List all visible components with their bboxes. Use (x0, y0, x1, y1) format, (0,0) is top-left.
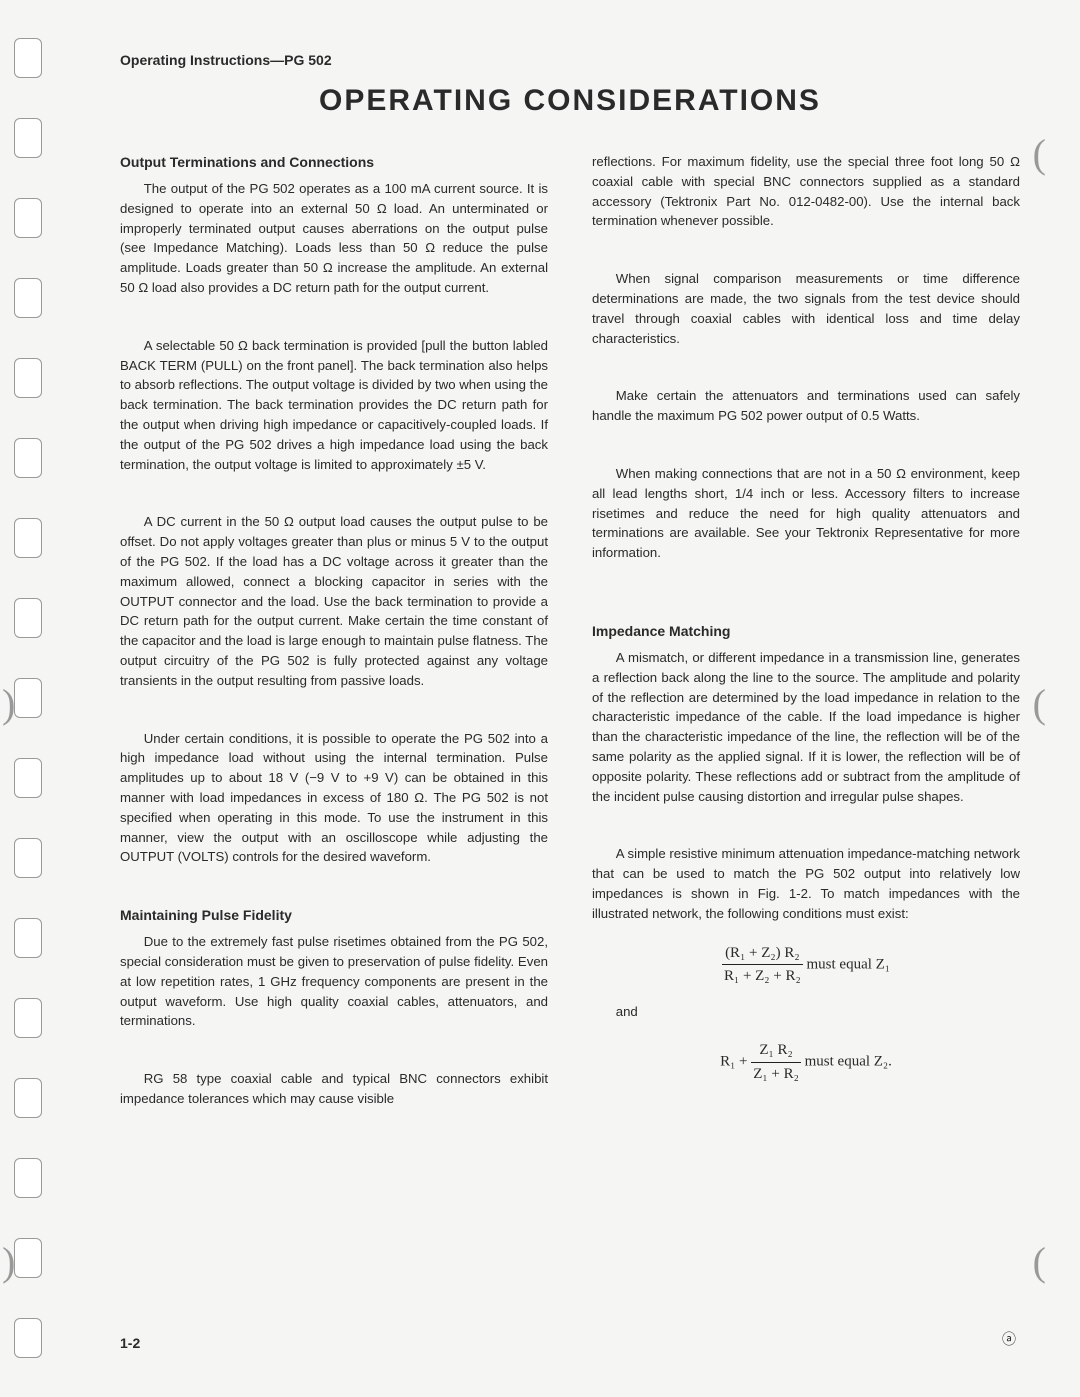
body-paragraph: Make certain the attenuators and termina… (592, 386, 1020, 426)
document-page: Operating Instructions—PG 502 OPERATING … (0, 0, 1080, 1397)
body-paragraph: The output of the PG 502 operates as a 1… (120, 179, 548, 298)
formula-numerator: Z₁ R₂ (751, 1039, 801, 1063)
body-paragraph: Under certain conditions, it is possible… (120, 729, 548, 868)
formula-denominator: R₁ + Z₂ + R₂ (722, 965, 803, 988)
two-column-body: Output Terminations and Connections The … (120, 152, 1020, 1127)
formula-tail: must equal Z₂. (801, 1054, 892, 1070)
formula-tail: must equal Z₁ (803, 956, 890, 972)
running-head: Operating Instructions—PG 502 (120, 52, 1020, 68)
body-paragraph: RG 58 type coaxial cable and typical BNC… (120, 1069, 548, 1109)
registered-mark-icon: ⓐ (1002, 1329, 1016, 1349)
formula-lead: R₁ + (720, 1054, 751, 1070)
formula-denominator: Z₁ + R₂ (751, 1063, 801, 1086)
body-paragraph: A simple resistive minimum attenuation i… (592, 844, 1020, 923)
section-heading: Output Terminations and Connections (120, 152, 548, 173)
page-number: 1-2 (120, 1335, 140, 1351)
body-paragraph: A selectable 50 Ω back termination is pr… (120, 336, 548, 475)
formula-1: (R₁ + Z₂) R₂ R₁ + Z₂ + R₂ must equal Z₁ (592, 942, 1020, 988)
body-paragraph: When making connections that are not in … (592, 464, 1020, 563)
body-paragraph: When signal comparison measurements or t… (592, 269, 1020, 348)
body-paragraph: reflections. For maximum fidelity, use t… (592, 152, 1020, 231)
left-column: Output Terminations and Connections The … (120, 152, 548, 1127)
body-paragraph: Due to the extremely fast pulse risetime… (120, 932, 548, 1031)
and-connector: and (592, 1002, 1020, 1022)
body-paragraph: A mismatch, or different impedance in a … (592, 648, 1020, 806)
page-title: OPERATING CONSIDERATIONS (120, 84, 1020, 118)
formula-2: R₁ + Z₁ R₂ Z₁ + R₂ must equal Z₂. (592, 1039, 1020, 1085)
section-heading: Maintaining Pulse Fidelity (120, 905, 548, 926)
right-column: reflections. For maximum fidelity, use t… (592, 152, 1020, 1127)
section-heading: Impedance Matching (592, 621, 1020, 642)
formula-numerator: (R₁ + Z₂) R₂ (722, 942, 803, 966)
body-paragraph: A DC current in the 50 Ω output load cau… (120, 512, 548, 690)
